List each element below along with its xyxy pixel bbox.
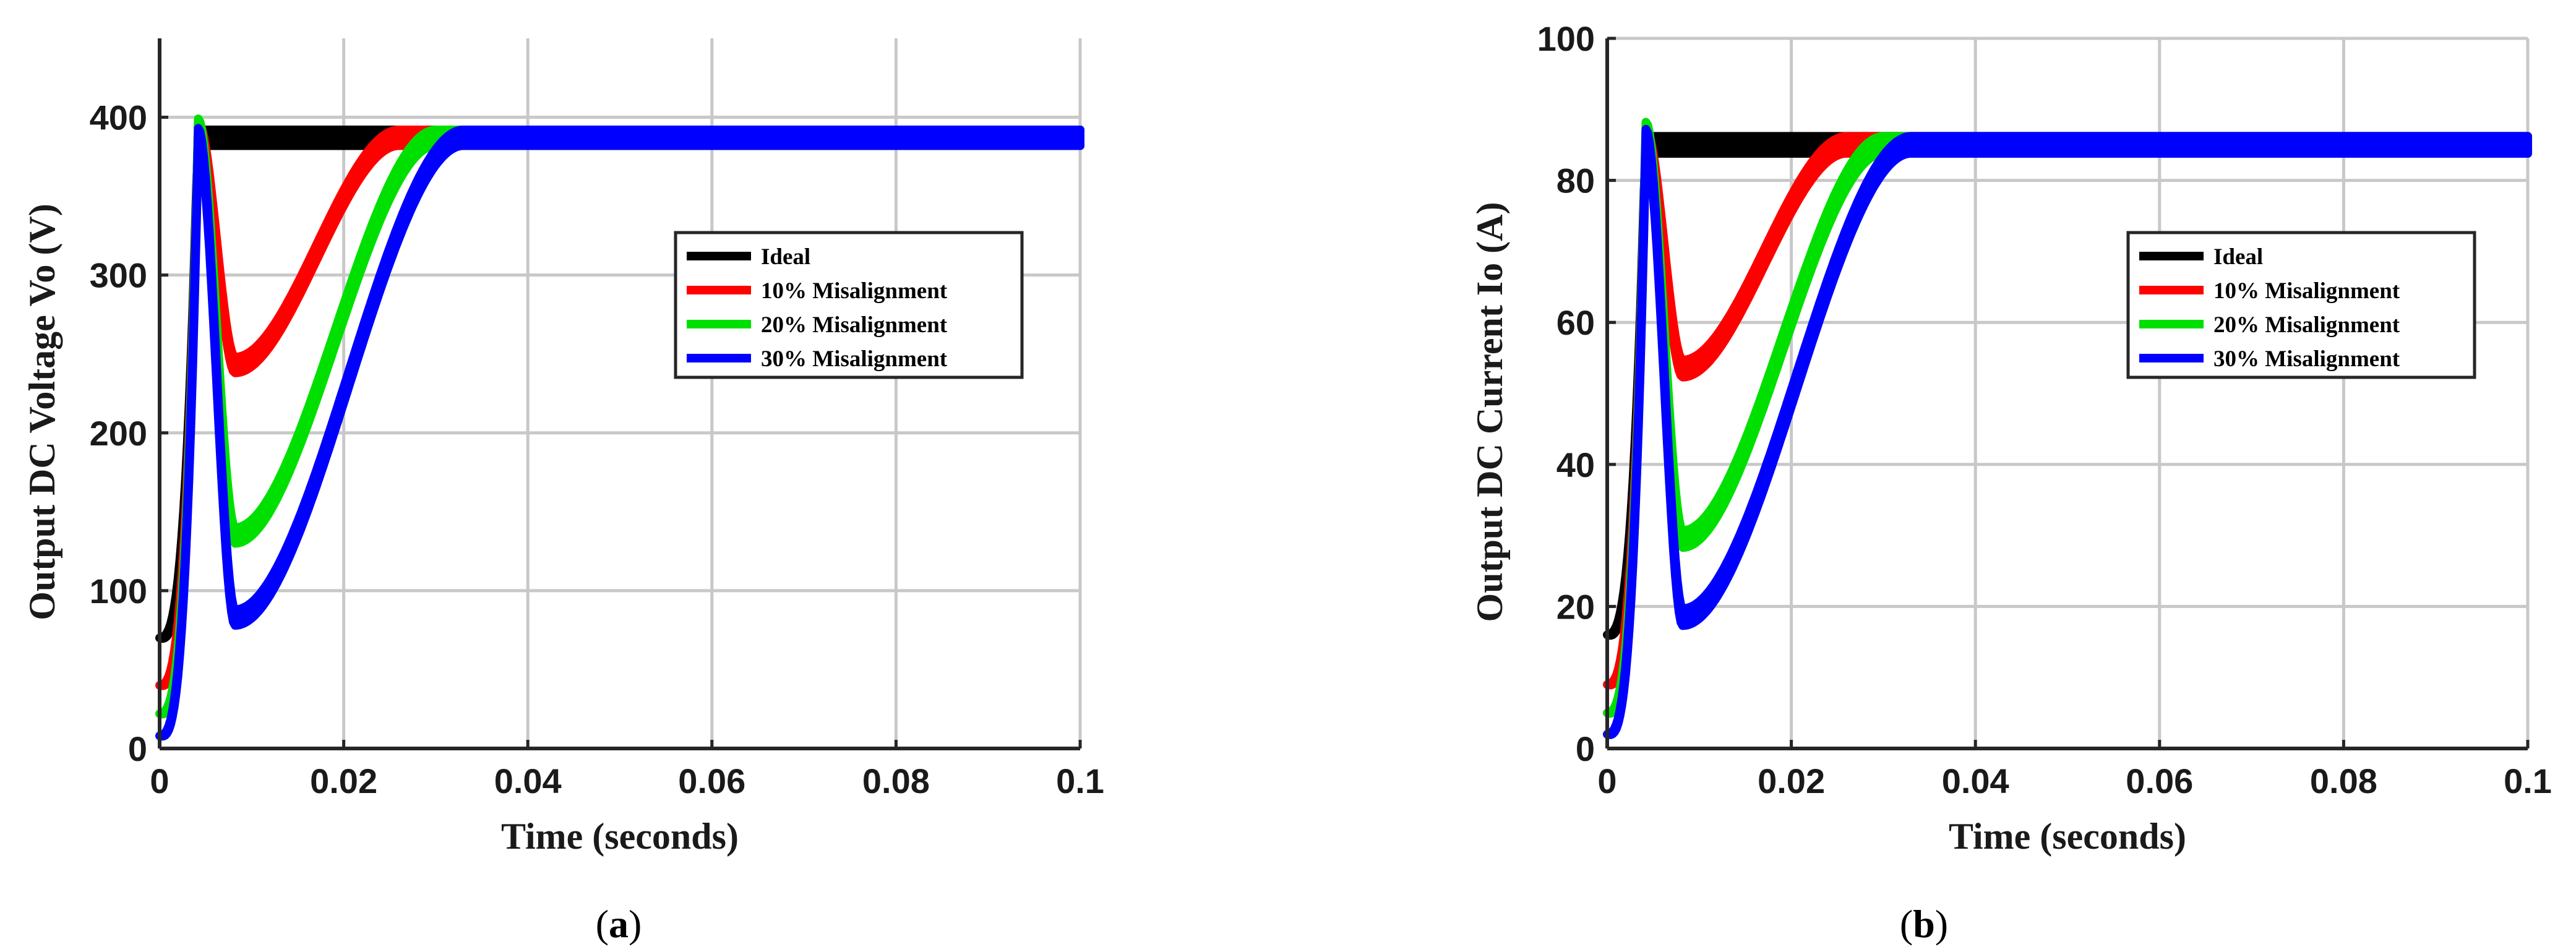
x-tick-label: 0 [1597, 761, 1616, 800]
panel-caption: (b) [1900, 902, 1948, 946]
y-tick-label: 200 [90, 414, 147, 453]
series-line-0 [155, 126, 1084, 643]
legend-label: 20% Misalignment [761, 312, 948, 338]
legend-label: 10% Misalignment [761, 278, 948, 304]
x-tick-label: 0.06 [2126, 761, 2193, 800]
y-tick-label: 100 [1537, 19, 1595, 58]
y-axis-label-b: Output DC Current Io (A) [1469, 202, 1510, 622]
y-tick-label: 20 [1556, 587, 1595, 626]
x-tick-label: 0.04 [494, 761, 562, 800]
y-tick-label: 60 [1556, 303, 1595, 342]
legend-a: Ideal 10% Misalignment 20% Misalignment 30%… [674, 231, 1024, 379]
y-tick-label: 400 [90, 98, 147, 137]
series-line-1 [155, 118, 1084, 690]
x-axis-label-b: Time (seconds) [1949, 816, 2186, 857]
x-tick-label: 0.04 [1942, 761, 2009, 800]
caption-b: (b) [1900, 902, 1948, 946]
y-tick-label: 80 [1556, 161, 1595, 200]
series-line-3 [155, 124, 1084, 741]
x-tick-label: 0 [150, 761, 169, 800]
legend-label: 30% Misalignment [2213, 346, 2400, 372]
series-layer-b [1603, 118, 2532, 739]
axes-b [1605, 38, 2528, 750]
x-tick-label: 0.02 [310, 761, 377, 800]
legend-label: 30% Misalignment [761, 346, 948, 372]
y-tick-label: 40 [1556, 445, 1595, 484]
x-tick-label: 0.06 [678, 761, 745, 800]
legend-label: 20% Misalignment [2213, 312, 2400, 338]
series-line-3 [1603, 124, 2532, 739]
y-tick-label: 300 [90, 256, 147, 295]
grid-a [160, 38, 1082, 748]
series-line-0 [1603, 132, 2532, 640]
panel-caption: (a) [596, 902, 642, 946]
series-line-2 [155, 114, 1084, 719]
x-tick-label: 0.08 [862, 761, 930, 800]
x-tick-label: 0.1 [2504, 761, 2552, 800]
axes-a [158, 38, 1080, 750]
x-tick-label: 0.1 [1056, 761, 1104, 800]
y-tick-label: 100 [90, 572, 147, 611]
panel-b: 0 0.02 0.04 0.06 0.08 0.1 0 20 40 60 80 100 Time (s… [1469, 19, 2552, 946]
legend-label: Ideal [2213, 244, 2263, 270]
y-tick-label: 0 [1576, 729, 1595, 768]
x-tick-label: 0.08 [2310, 761, 2377, 800]
panel-a: 0 0.02 0.04 0.06 0.08 0.1 0 100 200 300 400 Time (… [22, 38, 1104, 946]
series-layer-a [155, 114, 1084, 741]
series-line-2 [1603, 118, 2532, 718]
series-line-1 [1603, 124, 2532, 690]
caption-a: (a) [596, 902, 642, 946]
x-tick-label: 0.02 [1758, 761, 1825, 800]
legend-box [2126, 231, 2476, 379]
legend-label: 10% Misalignment [2213, 278, 2400, 304]
y-tick-label: 0 [128, 729, 147, 768]
y-axis-label-a: Output DC Voltage Vo (V) [22, 204, 62, 620]
legend-label: Ideal [761, 244, 810, 270]
ticks-b: 0 0.02 0.04 0.06 0.08 0.1 0 20 40 60 80 100 [1537, 19, 2552, 800]
legend-b: Ideal 10% Misalignment 20% Misalignment 30%… [2126, 231, 2476, 379]
ticks-a: 0 0.02 0.04 0.06 0.08 0.1 0 100 200 300 400 [90, 98, 1104, 800]
x-axis-label-a: Time (seconds) [501, 816, 739, 857]
